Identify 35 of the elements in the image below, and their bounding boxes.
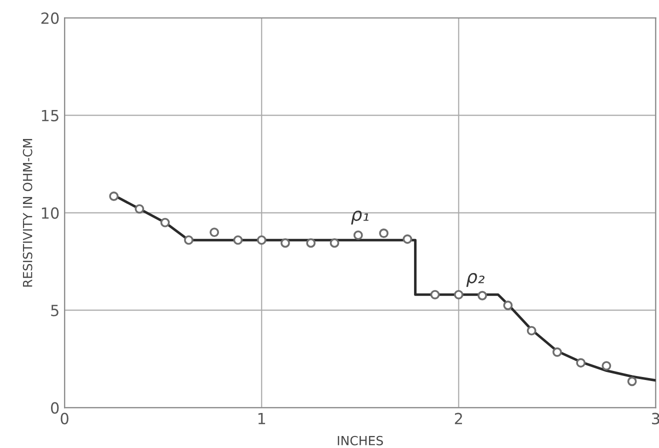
point — [134, 204, 144, 214]
point — [602, 361, 612, 370]
point — [233, 235, 243, 245]
y-tick-label: 0 — [51, 402, 59, 414]
point — [353, 230, 363, 240]
point — [552, 347, 562, 357]
point — [160, 218, 170, 228]
y-tick-label: 20 — [41, 12, 59, 24]
annotation: ρ₁ — [351, 210, 369, 224]
point — [306, 238, 316, 248]
y-tick-label: 15 — [42, 110, 58, 122]
point — [454, 290, 464, 300]
point — [478, 290, 488, 300]
point — [503, 300, 513, 310]
y-tick-label: 5 — [51, 304, 58, 316]
x-tick-label: 0 — [60, 412, 68, 424]
y-tick-label: 10 — [42, 207, 59, 219]
x-tick-label: 3 — [652, 412, 659, 424]
point — [330, 238, 340, 248]
point — [526, 326, 536, 336]
x-tick-label: 1 — [258, 413, 266, 424]
point — [210, 228, 220, 237]
point — [402, 234, 412, 244]
point — [627, 376, 637, 386]
point — [430, 290, 440, 300]
point — [576, 358, 586, 368]
point — [184, 235, 194, 245]
x-tick-label: 2 — [454, 412, 462, 424]
point — [109, 192, 119, 201]
y-axis-title: RESISTIVITY IN OHM-CM — [22, 139, 32, 287]
x-axis-title: INCHES — [338, 436, 383, 446]
annotation: ρ₂ — [466, 272, 484, 287]
point — [256, 235, 266, 245]
point — [379, 228, 388, 238]
point — [280, 238, 290, 248]
